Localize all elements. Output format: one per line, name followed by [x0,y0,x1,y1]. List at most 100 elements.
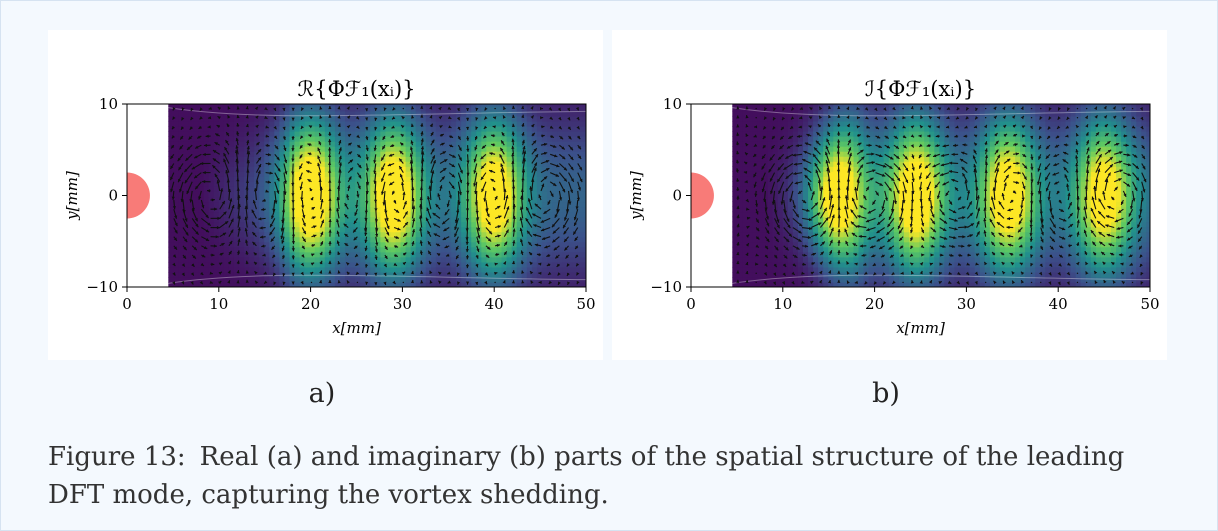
heatmap-cell [274,104,280,107]
heatmap-cell [531,104,538,107]
heatmap-cell [299,125,306,132]
heatmap-cell [471,104,477,107]
heatmap-cell [415,176,422,182]
heatmap-cell [329,176,336,182]
heatmap-cell [572,136,578,142]
heatmap-cell [339,151,346,157]
heatmap-cell [183,206,190,213]
heatmap-cell [516,261,523,268]
vector-arrowhead [364,117,369,121]
vector-arrowhead [273,272,277,276]
heatmap-cell [198,181,205,187]
heatmap-cell [572,166,578,172]
heatmap-cell [294,211,301,218]
heatmap-cell [446,120,452,127]
heatmap-cell [425,216,432,223]
heatmap-cell [496,181,503,187]
vector-arrowhead [522,145,526,150]
vector-arrowhead [246,145,250,150]
heatmap-cell [350,141,356,147]
heatmap-cell [279,186,286,192]
heatmap-cell [410,201,417,208]
vector-arrowhead [487,238,492,242]
heatmap-cell [476,141,482,147]
heatmap-cell [365,141,371,147]
heatmap-cell [732,125,738,132]
vector-arrowhead [552,182,557,186]
heatmap-cell [395,271,402,278]
vector-arrowhead [282,126,286,130]
heatmap-cell [329,181,336,187]
heatmap-cell [264,201,270,208]
heatmap-cell [506,226,513,233]
heatmap-cell [304,196,311,203]
heatmap-cell [329,171,336,177]
heatmap-cell [562,120,568,127]
heatmap-cell [491,130,498,137]
heatmap-cell [203,221,210,228]
heatmap-cell [732,105,738,112]
heatmap-cell [370,246,376,253]
vector-arrowhead [343,223,347,227]
heatmap-cell [218,191,225,198]
heatmap-cell [521,236,528,243]
vector-arrowhead [180,136,184,140]
vector-dot [494,281,496,284]
heatmap-cell [451,176,457,182]
heatmap-cell [481,146,487,152]
heatmap-cell [324,110,331,117]
heatmap-cell [732,120,738,127]
heatmap-cell [582,266,586,273]
heatmap-cell [567,246,573,253]
heatmap-cell [567,181,573,187]
vector-arrowhead [213,244,217,248]
heatmap-cell [582,130,586,137]
heatmap-cell [501,226,508,233]
heatmap-cell [405,241,412,248]
heatmap-cell [435,271,442,278]
heatmap-cell [324,156,331,162]
vector-arrowhead [577,145,581,150]
heatmap-cell [446,196,452,203]
heatmap-cell [395,196,402,203]
heatmap-cell [511,256,518,263]
heatmap-cell [304,201,311,208]
heatmap-cell [501,136,508,142]
heatmap-cell [546,186,553,192]
heatmap-cell [223,186,230,192]
vector-arrowhead [208,116,212,120]
heatmap-cell [375,115,381,122]
heatmap-cell [350,191,356,198]
heatmap-cell [405,104,412,107]
heatmap-cell [228,221,235,228]
heatmap-cell [430,196,437,203]
heatmap-cell [486,104,493,107]
vector-arrowhead [476,240,480,244]
heatmap-cell [259,236,265,243]
vector-arrowhead [548,106,552,111]
heatmap-cell [178,281,185,287]
heatmap-cell [491,276,498,283]
heatmap-cell [299,171,306,177]
heatmap-cell [228,181,235,187]
heatmap-cell [294,115,301,122]
heatmap-cell [546,236,553,243]
vector-arrowhead [181,107,185,111]
vector-arrowhead [365,191,369,195]
heatmap-cell [233,110,240,117]
heatmap-cell [486,261,493,268]
heatmap-cell [476,241,482,248]
heatmap-cell [516,181,523,187]
heatmap-cell [188,104,195,107]
vector-arrowhead [195,185,199,190]
heatmap-cell [264,151,270,157]
heatmap-cell [531,196,538,203]
heatmap-cell [370,166,376,172]
heatmap-cell [506,216,513,223]
vector-arrowhead [565,209,570,213]
heatmap-cell [233,266,240,273]
heatmap-cell [410,151,417,157]
heatmap-cell [577,171,583,177]
heatmap-cell [521,271,528,278]
heatmap-cell [309,246,316,253]
